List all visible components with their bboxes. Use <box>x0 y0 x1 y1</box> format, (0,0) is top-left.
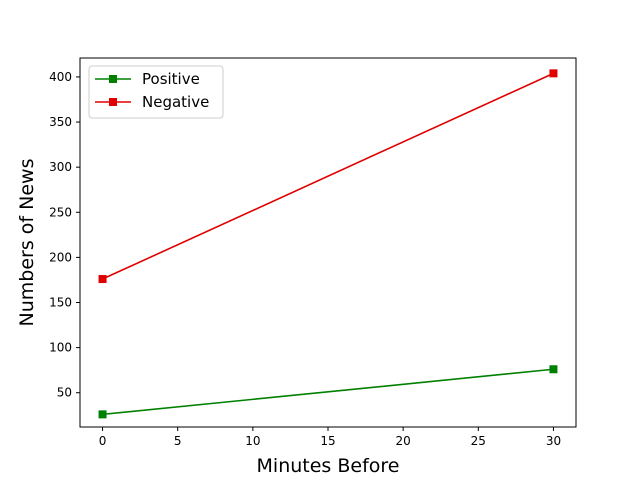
legend-marker-positive <box>109 75 117 83</box>
legend-marker-negative <box>109 98 117 106</box>
x-tick-label: 5 <box>174 434 182 448</box>
legend: Positive Negative <box>88 65 224 119</box>
y-tick-label: 150 <box>49 295 72 309</box>
series-line-negative <box>102 72 554 280</box>
data-point-negative <box>98 275 107 284</box>
ticks-layer: 0 5 10 15 20 25 30 50 100 150 200 250 300 350 400 <box>49 70 561 448</box>
x-axis-label: Minutes Before <box>257 455 400 477</box>
marks-layer <box>98 69 558 419</box>
legend-item-positive: Positive <box>95 70 200 88</box>
series-line-positive <box>102 368 554 416</box>
y-tick-label: 200 <box>49 250 72 264</box>
y-tick-label: 400 <box>49 70 72 84</box>
data-point-positive <box>549 365 558 374</box>
x-tick-label: 15 <box>320 434 335 448</box>
y-tick-label: 100 <box>49 341 72 355</box>
x-tick-label: 10 <box>245 434 260 448</box>
legend-item-negative: Negative <box>95 93 209 111</box>
y-tick-label: 300 <box>49 160 72 174</box>
data-point-negative <box>549 69 558 78</box>
y-tick-label: 250 <box>49 205 72 219</box>
data-point-positive <box>98 410 107 419</box>
x-tick-label: 0 <box>99 434 107 448</box>
x-tick-label: 30 <box>546 434 561 448</box>
legend-label-positive: Positive <box>142 70 200 88</box>
x-tick-label: 25 <box>471 434 486 448</box>
y-tick-label: 350 <box>49 115 72 129</box>
x-tick-label: 20 <box>396 434 411 448</box>
y-axis-label: Numbers of News <box>16 159 38 327</box>
legend-label-negative: Negative <box>142 93 209 111</box>
y-tick-label: 50 <box>57 386 72 400</box>
